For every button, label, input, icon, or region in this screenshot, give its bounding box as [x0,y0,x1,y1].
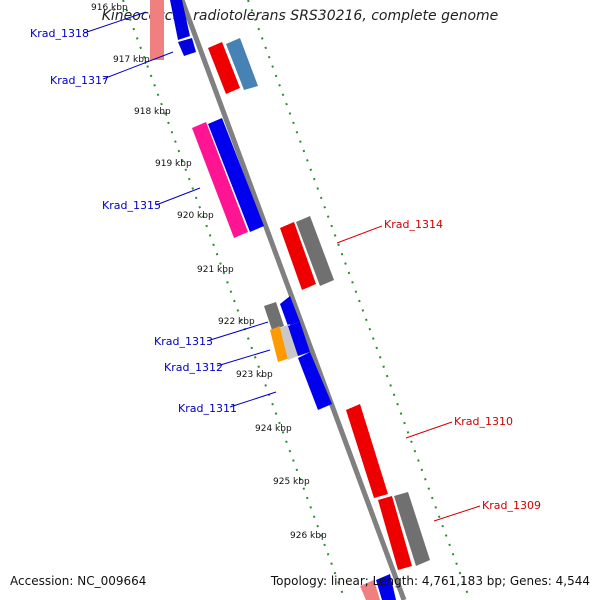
gene-label-krad-1312[interactable]: Krad_1312 [164,361,223,374]
gene-label-krad-1310[interactable]: Krad_1310 [454,415,513,428]
leader-line [336,225,383,244]
kbp-tick-label: 919 kbp [155,159,192,169]
gene-orange-1312[interactable] [270,326,290,362]
gene-blue-1311[interactable] [298,352,332,410]
gene-label-krad-1315[interactable]: Krad_1315 [102,199,161,212]
genome-title: Kineococcus radiotolerans SRS30216, comp… [101,8,499,24]
gene-label-krad-1314[interactable]: Krad_1314 [384,218,443,231]
gene-steelblue-917[interactable] [226,38,258,90]
kbp-tick-label: 916 kbp [91,3,128,13]
leader-line [206,321,269,342]
gene-blue-bottom[interactable] [376,574,396,600]
gene-blue-1312[interactable] [288,322,310,356]
gene-pink-bottom[interactable] [360,580,380,600]
kbp-tick-label: 921 kbp [197,265,234,275]
gene-krad-1318-top[interactable] [150,0,164,60]
kbp-tick-label: 925 kbp [273,477,310,487]
gene-blue-1315[interactable] [208,118,264,232]
gene-gray-1314[interactable] [296,216,334,286]
leader-line [229,391,277,408]
gene-label-krad-1309[interactable]: Krad_1309 [482,499,541,512]
leader-line [155,187,201,206]
gene-red-1310[interactable] [346,404,388,498]
gene-pink-1315[interactable] [192,122,248,238]
gene-label-krad-1317[interactable]: Krad_1317 [50,74,109,87]
kbp-tick-label: 924 kbp [255,424,292,434]
gene-label-krad-1311[interactable]: Krad_1311 [178,402,237,415]
kbp-tick-label: 926 kbp [290,531,327,541]
kbp-tick-label: 918 kbp [134,107,171,117]
gene-blue-1313[interactable] [280,296,300,326]
kbp-tick-label: 923 kbp [236,370,273,380]
leader-line [83,11,147,34]
gene-label-krad-1313[interactable]: Krad_1313 [154,335,213,348]
leader-line [433,505,481,522]
gene-red-1314[interactable] [280,222,316,290]
kbp-tick-label: 917 kbp [113,55,150,65]
leader-line [102,51,174,80]
gene-blue-top[interactable] [170,0,196,56]
accession-text: Accession: NC_009664 [10,574,147,588]
gene-label-krad-1318[interactable]: Krad_1318 [30,27,89,40]
gene-lightgray-1312[interactable] [280,324,298,360]
gene-red-917[interactable] [208,42,240,94]
right-ruler-line [247,0,471,600]
leader-line [405,421,453,439]
gene-gray-1309[interactable] [394,492,430,566]
leader-line [216,349,271,367]
gene-gray-1313[interactable] [264,302,284,330]
topology-summary: Topology: linear; Length: 4,761,183 bp; … [270,574,590,588]
kbp-tick-label: 920 kbp [177,211,214,221]
kbp-tick-label: 922 kbp [218,317,255,327]
genome-axis [179,0,407,600]
gene-red-1309[interactable] [378,496,412,570]
